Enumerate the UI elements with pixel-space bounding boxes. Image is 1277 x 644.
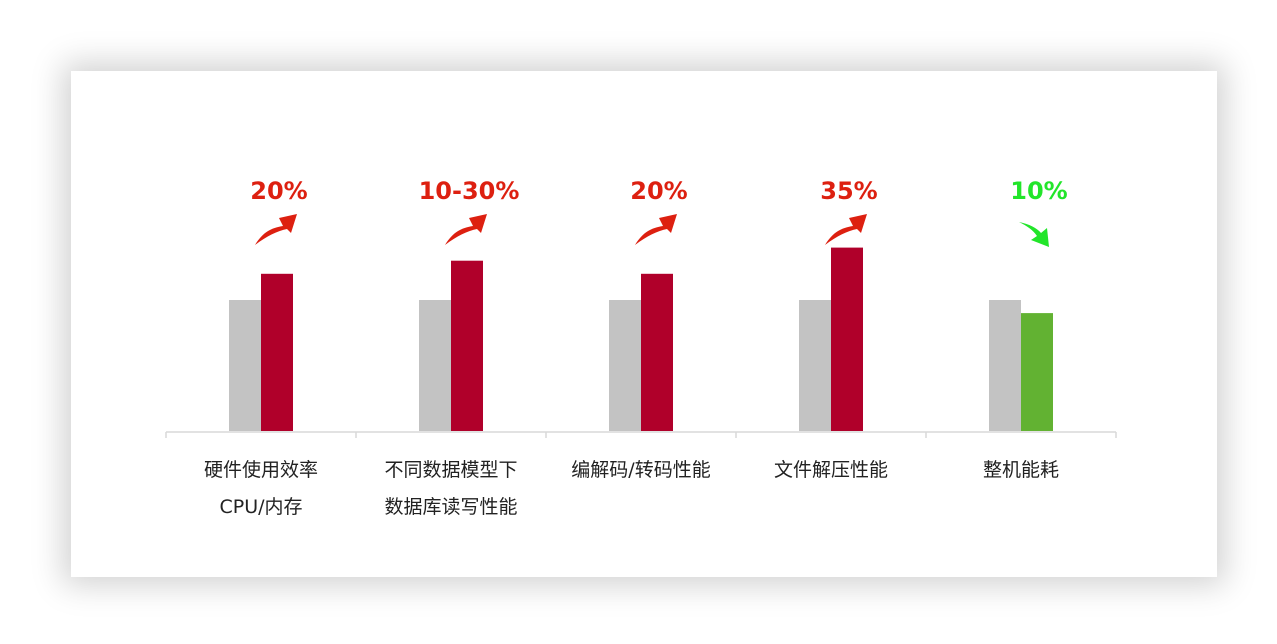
improved-bar [451,260,483,431]
improved-bar [261,273,293,431]
arrow-up-icon [825,214,867,245]
category-label: CPU/内存 [219,496,302,518]
arrow-down-icon [1019,222,1049,247]
percent-label: 10-30% [419,177,520,205]
baseline-bar [229,300,261,431]
category-label: 不同数据模型下 [384,459,517,481]
arrow-up-icon [635,214,677,245]
category-label: 硬件使用效率 [204,459,318,481]
category-label: 编解码/转码性能 [571,459,710,481]
improved-bar [831,247,863,431]
percent-label: 20% [630,177,687,205]
category-label: 文件解压性能 [774,459,888,481]
baseline-bar [609,300,641,431]
arrow-up-icon [255,214,297,245]
category-label: 整机能耗 [983,459,1059,481]
category-label: 数据库读写性能 [384,496,517,518]
improved-bar [1021,313,1053,431]
baseline-bar [799,300,831,431]
percent-label: 20% [250,177,307,205]
percent-label: 10% [1010,177,1067,205]
arrow-up-icon [445,214,487,245]
improved-bar [641,273,673,431]
percent-label: 35% [820,177,877,205]
baseline-bar [419,300,451,431]
baseline-bar [989,300,1021,431]
